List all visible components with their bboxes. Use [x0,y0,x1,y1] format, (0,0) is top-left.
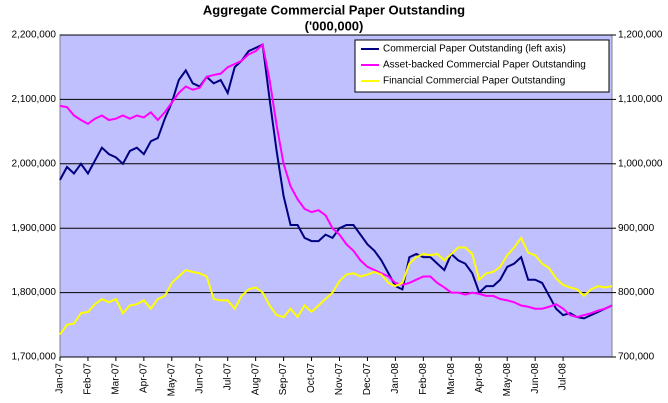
y2-tick-label: 1,100,000 [618,94,663,105]
y-tick-label: 1,900,000 [12,223,57,234]
chart-title: Aggregate Commercial Paper Outstanding [203,2,465,17]
x-tick-label: May-07 [166,363,177,397]
legend-label: Asset-backed Commercial Paper Outstandin… [383,60,586,71]
x-tick-label: Jul-08 [558,363,569,391]
series-line [59,235,613,336]
x-tick-label: Jun-07 [194,363,205,394]
x-tick-label: Apr-07 [138,363,149,393]
legend-label: Financial Commercial Paper Outstanding [383,76,565,87]
x-tick-label: Nov-07 [334,363,345,396]
x-tick-label: Mar-07 [111,363,122,395]
legend-box [354,39,610,93]
x-tick-label: Apr-08 [474,363,485,393]
x-tick-label: Feb-08 [418,363,429,395]
x-tick-label: May-08 [502,363,513,397]
x-tick-label: Jan-08 [390,363,401,394]
x-tick-label: Jun-08 [530,363,541,394]
y2-tick-label: 1,000,000 [618,158,663,169]
y-tick-label: 1,800,000 [12,287,57,298]
chart-subtitle: ('000,000) [305,18,364,33]
y2-tick-label: 900,000 [618,223,655,234]
y-tick-label: 2,200,000 [12,30,57,41]
y-tick-label: 2,000,000 [12,158,57,169]
x-tick-label: Sep-07 [278,363,289,396]
x-tick-label: Mar-08 [446,363,457,395]
x-tick-label: Dec-07 [362,363,373,396]
series-line [59,43,613,320]
series-line [59,42,613,319]
x-tick-label: Oct-07 [306,363,317,393]
x-tick-label: Jan-07 [55,363,66,394]
x-tick-label: Aug-07 [250,363,261,396]
y-tick-label: 1,700,000 [12,352,57,363]
y2-tick-label: 800,000 [618,287,655,298]
legend-label: Commercial Paper Outstanding (left axis) [383,44,566,55]
y2-tick-label: 700,000 [618,352,655,363]
y2-tick-label: 1,200,000 [618,30,663,41]
y-tick-label: 2,100,000 [12,94,57,105]
x-tick-label: Feb-07 [83,363,94,395]
x-tick-label: Jul-07 [222,363,233,391]
